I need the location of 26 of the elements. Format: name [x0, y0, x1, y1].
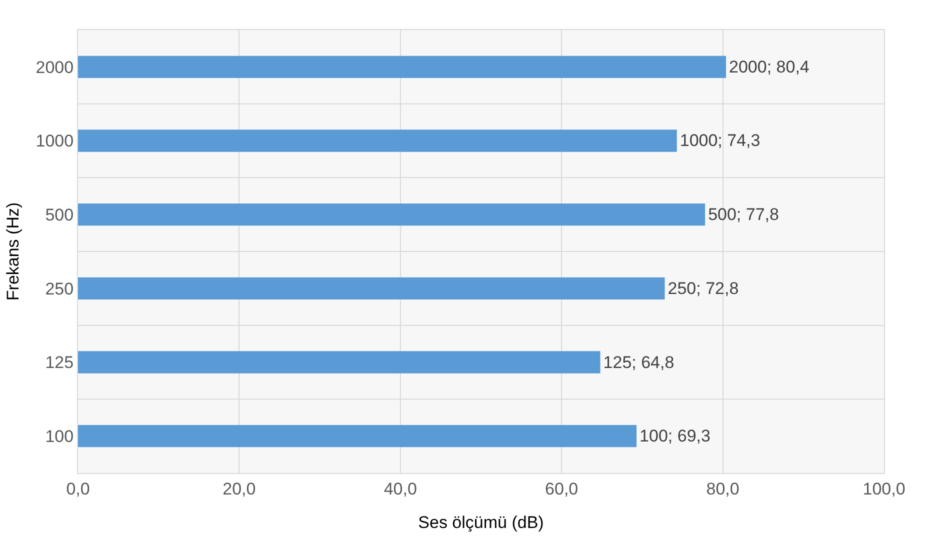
bar: [78, 130, 677, 152]
bar: [78, 425, 637, 448]
y-tick-label: 2000: [36, 58, 74, 77]
x-tick-label: 40,0: [384, 479, 417, 498]
data-label: 2000; 80,4: [729, 57, 810, 76]
x-axis-title: Ses ölçümü (dB): [418, 512, 544, 532]
y-axis-title: Frekans (Hz): [3, 202, 22, 301]
x-tick-label: 60,0: [545, 479, 578, 498]
x-tick-label: 0,0: [66, 479, 90, 498]
y-tick-label: 1000: [36, 132, 74, 151]
x-tick-label: 80,0: [706, 479, 740, 498]
data-label: 250; 72,8: [668, 278, 739, 298]
data-label: 1000; 74,3: [680, 131, 760, 150]
data-label: 100; 69,3: [640, 426, 710, 446]
x-tick-label: 20,0: [222, 479, 256, 498]
y-tick-label: 250: [45, 279, 74, 298]
bar: [78, 56, 726, 78]
bar: [78, 351, 600, 374]
x-tick-label: 100,0: [862, 479, 906, 498]
y-tick-label: 500: [45, 206, 74, 225]
y-tick-label: 125: [45, 353, 74, 372]
data-label: 125; 64,8: [603, 352, 674, 372]
bar: [78, 204, 706, 226]
data-label: 500; 77,8: [708, 205, 779, 224]
y-tick-label: 100: [45, 427, 74, 446]
bar: [78, 277, 665, 300]
